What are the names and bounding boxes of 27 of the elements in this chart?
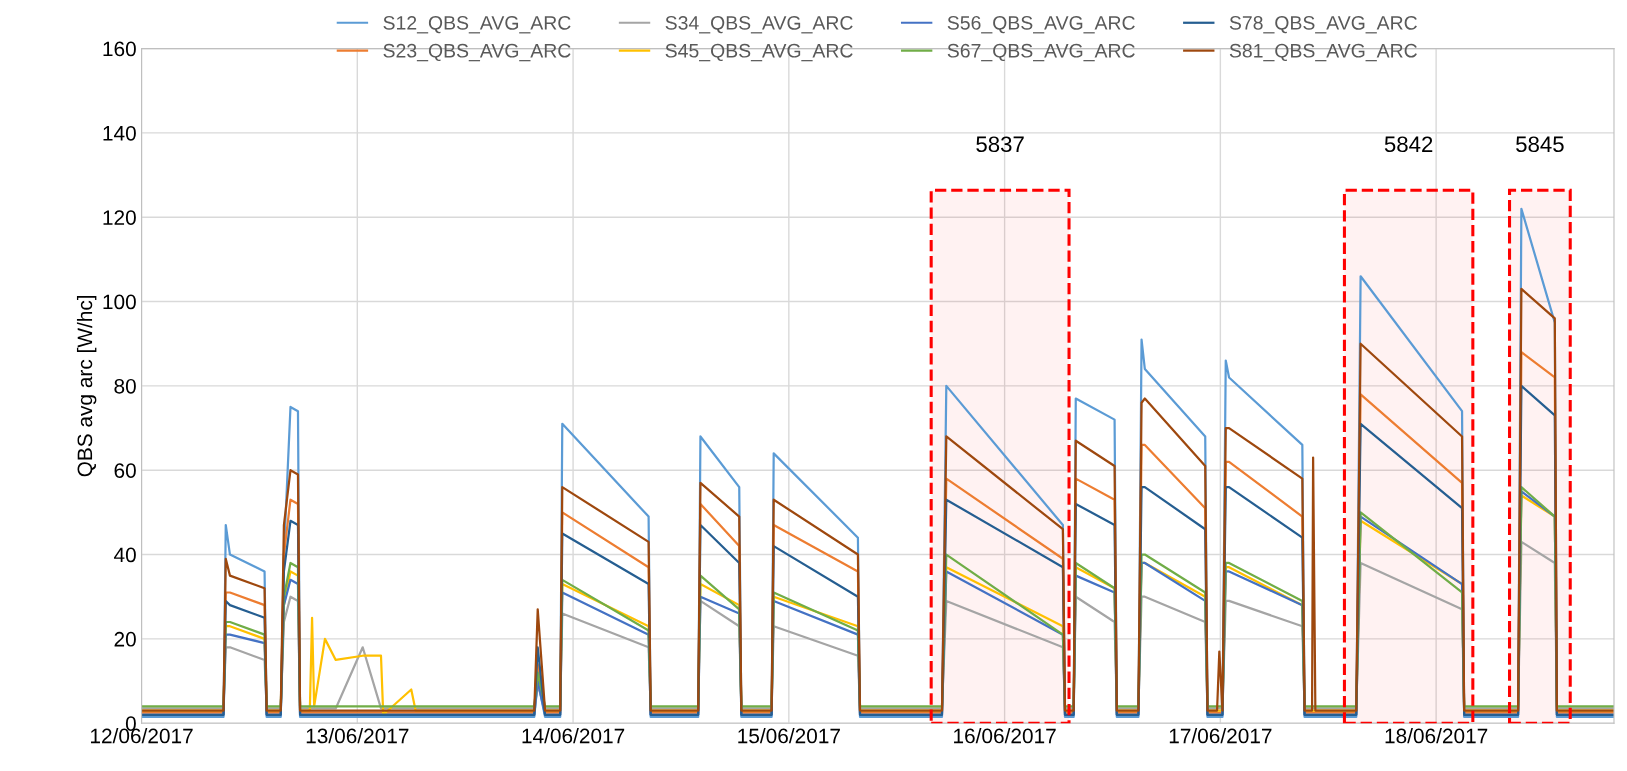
legend-label: S67_QBS_AVG_ARC <box>947 43 1135 62</box>
line-series <box>141 287 1614 712</box>
x-tick-label: 15/06/2017 <box>738 728 840 744</box>
x-tick-label: 18/06/2017 <box>1385 728 1488 744</box>
legend-label: S45_QBS_AVG_ARC <box>665 43 853 62</box>
band-label: 5842 <box>1384 136 1433 153</box>
legend-label: S81_QBS_AVG_ARC <box>1229 43 1417 62</box>
band-label: 5837 <box>976 136 1024 153</box>
legend-label: S78_QBS_AVG_ARC <box>1229 15 1417 34</box>
legend-label: S12_QBS_AVG_ARC <box>383 15 571 34</box>
x-tick-label: 16/06/2017 <box>954 728 1056 744</box>
y-tick-label: 100 <box>103 294 136 310</box>
y-tick-label: 60 <box>114 463 136 478</box>
y-tick-label: 120 <box>103 210 136 225</box>
legend-label: S23_QBS_AVG_ARC <box>383 43 571 62</box>
legend-label: S34_QBS_AVG_ARC <box>665 15 853 34</box>
band-label: 5845 <box>1516 136 1564 153</box>
y-tick-label: 160 <box>103 41 136 57</box>
y-tick-label: 80 <box>114 378 136 394</box>
y-tick-label: 20 <box>114 631 136 647</box>
x-tick-label: 13/06/2017 <box>306 728 409 744</box>
y-tick-label: 140 <box>103 125 136 141</box>
legend-label: S56_QBS_AVG_ARC <box>947 15 1135 34</box>
y-axis-title: QBS avg arc [W/hc] <box>76 295 97 477</box>
y-tick-label: 40 <box>114 547 136 563</box>
x-tick-label: 17/06/2017 <box>1169 728 1272 744</box>
x-tick-label: 14/06/2017 <box>522 728 625 744</box>
